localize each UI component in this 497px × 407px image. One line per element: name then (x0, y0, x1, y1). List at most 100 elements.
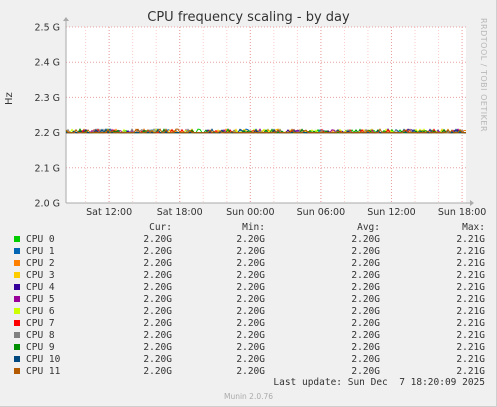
legend-value-max: 2.21G (456, 306, 485, 317)
legend-series-name: CPU 7 (26, 318, 55, 329)
legend-value-avg: 2.20G (351, 234, 380, 245)
legend-value-max: 2.21G (456, 294, 485, 305)
x-tick-label: Sun 06:00 (297, 207, 345, 215)
legend-value-max: 2.21G (456, 366, 485, 377)
legend-row: CPU 2 2.20G 2.20G 2.20G 2.21G (0, 258, 497, 270)
legend-value-cur: 2.20G (143, 354, 172, 365)
legend-value-min: 2.20G (236, 234, 265, 245)
legend-value-avg: 2.20G (351, 258, 380, 269)
legend-value-min: 2.20G (236, 354, 265, 365)
x-axis-arrow (470, 200, 474, 206)
legend-value-cur: 2.20G (143, 246, 172, 257)
legend-value-avg: 2.20G (351, 318, 380, 329)
legend-row: CPU 3 2.20G 2.20G 2.20G 2.21G (0, 270, 497, 282)
legend-col-cur: Cur: (149, 222, 172, 233)
legend-swatch (14, 332, 20, 338)
legend-value-min: 2.20G (236, 258, 265, 269)
legend-row: CPU 11 2.20G 2.20G 2.20G 2.21G (0, 366, 497, 378)
legend-value-max: 2.21G (456, 270, 485, 281)
legend-value-cur: 2.20G (143, 318, 172, 329)
legend-value-min: 2.20G (236, 294, 265, 305)
legend-value-max: 2.21G (456, 342, 485, 353)
legend-row: CPU 5 2.20G 2.20G 2.20G 2.21G (0, 294, 497, 306)
legend-value-avg: 2.20G (351, 330, 380, 341)
munin-version: Munin 2.0.76 (223, 392, 274, 401)
y-axis-arrow (63, 17, 69, 21)
legend-row: CPU 6 2.20G 2.20G 2.20G 2.21G (0, 306, 497, 318)
legend-col-max: Max: (462, 222, 485, 233)
legend-value-avg: 2.20G (351, 270, 380, 281)
legend-value-min: 2.20G (236, 282, 265, 293)
legend-value-cur: 2.20G (143, 282, 172, 293)
legend-swatch (14, 284, 20, 290)
legend-value-avg: 2.20G (351, 282, 380, 293)
series-line-cpu-11 (65, 128, 466, 134)
legend-swatch (14, 296, 20, 302)
legend-value-max: 2.21G (456, 246, 485, 257)
legend-swatch (14, 308, 20, 314)
x-tick-label: Sat 18:00 (157, 207, 203, 215)
legend-value-cur: 2.20G (143, 342, 172, 353)
legend-swatch (14, 356, 20, 362)
legend-value-min: 2.20G (236, 318, 265, 329)
legend-table: Cur: Min: Avg: Max: CPU 0 2.20G 2.20G 2.20G 2.2… (0, 222, 497, 378)
legend-value-max: 2.21G (456, 234, 485, 245)
legend-value-cur: 2.20G (143, 330, 172, 341)
y-tick-label: 2.5 G (35, 23, 61, 34)
legend-header: Cur: Min: Avg: Max: (0, 222, 497, 234)
legend-row: CPU 7 2.20G 2.20G 2.20G 2.21G (0, 318, 497, 330)
legend-series-name: CPU 11 (26, 366, 61, 377)
legend-value-max: 2.21G (456, 282, 485, 293)
legend-swatch (14, 248, 20, 254)
legend-value-max: 2.21G (456, 318, 485, 329)
x-tick-label: Sat 12:00 (86, 207, 132, 215)
legend-series-name: CPU 5 (26, 294, 55, 305)
legend-col-avg: Avg: (357, 222, 380, 233)
legend-series-name: CPU 4 (26, 282, 55, 293)
legend-row: CPU 10 2.20G 2.20G 2.20G 2.21G (0, 354, 497, 366)
legend-value-cur: 2.20G (143, 270, 172, 281)
legend-series-name: CPU 9 (26, 342, 55, 353)
legend-row: CPU 9 2.20G 2.20G 2.20G 2.21G (0, 342, 497, 354)
legend-row: CPU 4 2.20G 2.20G 2.20G 2.21G (0, 282, 497, 294)
legend-swatch (14, 272, 20, 278)
legend-series-name: CPU 8 (26, 330, 55, 341)
legend-value-avg: 2.20G (351, 342, 380, 353)
legend-swatch (14, 320, 20, 326)
legend-series-name: CPU 1 (26, 246, 55, 257)
legend-value-min: 2.20G (236, 246, 265, 257)
x-tick-label: Sun 18:00 (438, 207, 486, 215)
legend-value-min: 2.20G (236, 366, 265, 377)
y-tick-label: 2.2 G (35, 128, 61, 139)
last-update-text: Last update: Sun Dec 7 18:20:09 2025 (273, 377, 485, 388)
y-tick-label: 2.1 G (35, 163, 61, 174)
legend-value-cur: 2.20G (143, 366, 172, 377)
legend-col-min: Min: (242, 222, 265, 233)
legend-value-min: 2.20G (236, 306, 265, 317)
legend-value-cur: 2.20G (143, 234, 172, 245)
plot-background (66, 27, 466, 203)
legend-swatch (14, 260, 20, 266)
legend-swatch (14, 236, 20, 242)
rrdtool-watermark: RRDTOOL / TOBI OETIKER (479, 18, 488, 133)
legend-value-cur: 2.20G (143, 294, 172, 305)
legend-row: CPU 0 2.20G 2.20G 2.20G 2.21G (0, 234, 497, 246)
legend-swatch (14, 368, 20, 374)
legend-value-cur: 2.20G (143, 306, 172, 317)
legend-value-max: 2.21G (456, 354, 485, 365)
legend-value-avg: 2.20G (351, 294, 380, 305)
legend-series-name: CPU 0 (26, 234, 55, 245)
y-tick-label: 2.3 G (35, 93, 61, 104)
legend-value-min: 2.20G (236, 342, 265, 353)
x-tick-label: Sun 00:00 (226, 207, 274, 215)
legend-series-name: CPU 3 (26, 270, 55, 281)
legend-series-name: CPU 6 (26, 306, 55, 317)
legend-series-name: CPU 2 (26, 258, 55, 269)
legend-swatch (14, 344, 20, 350)
legend-value-avg: 2.20G (351, 306, 380, 317)
legend-value-cur: 2.20G (143, 258, 172, 269)
legend-value-avg: 2.20G (351, 366, 380, 377)
legend-value-avg: 2.20G (351, 246, 380, 257)
x-tick-label: Sun 12:00 (367, 207, 415, 215)
chart-plot: Sat 12:00 Sat 18:00 Sun 00:00 Sun 06:00 Sun … (35, 17, 486, 215)
